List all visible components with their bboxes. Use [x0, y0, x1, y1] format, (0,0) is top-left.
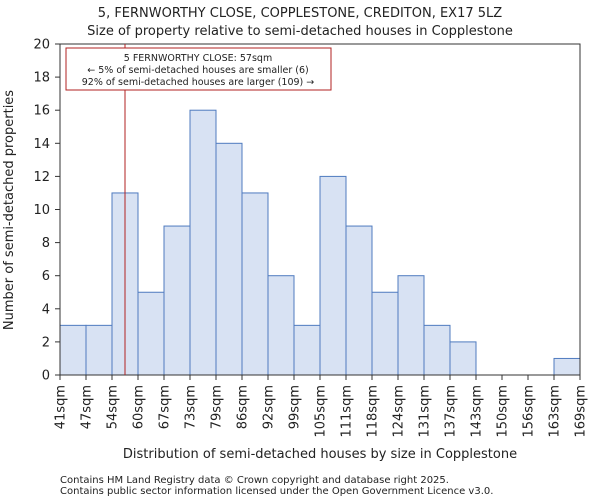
x-tick-label: 47sqm: [80, 385, 95, 429]
y-tick-label: 0: [42, 369, 50, 384]
y-axis-label: Number of semi-detached properties: [2, 90, 17, 330]
footer-line-2: Contains public sector information licen…: [60, 486, 493, 497]
bars: [59, 109, 581, 376]
y-tick-label: 16: [33, 104, 50, 119]
x-tick-label: 118sqm: [366, 385, 381, 438]
annotation-line-1: 5 FERNWORTHY CLOSE: 57sqm: [124, 53, 272, 64]
x-tick-label: 41sqm: [54, 385, 69, 429]
annotation-line-2: ← 5% of semi-detached houses are smaller…: [87, 65, 308, 76]
x-tick-label: 60sqm: [132, 385, 147, 429]
x-tick-label: 79sqm: [210, 385, 225, 429]
x-tick-label: 54sqm: [106, 385, 121, 429]
histogram-bar: [449, 341, 477, 376]
x-tick-label: 156sqm: [522, 385, 537, 438]
x-tick-label: 105sqm: [314, 385, 329, 438]
x-tick-label: 150sqm: [496, 385, 511, 438]
histogram-bar: [293, 324, 321, 376]
x-axis-label: Distribution of semi-detached houses by …: [123, 447, 517, 462]
y-tick-label: 2: [42, 335, 50, 350]
x-tick-label: 99sqm: [288, 385, 303, 429]
histogram-bar: [267, 275, 295, 376]
histogram-bar: [241, 192, 269, 376]
y-tick-label: 12: [33, 170, 50, 185]
x-tick-label: 131sqm: [418, 385, 433, 438]
x-tick-label: 67sqm: [158, 385, 173, 429]
plot-frame: [59, 43, 581, 376]
histogram-bar: [371, 291, 399, 376]
x-tick-label: 169sqm: [574, 385, 589, 438]
y-tick-label: 18: [33, 71, 50, 86]
chart-subtitle: Size of property relative to semi-detach…: [87, 24, 513, 39]
x-tick-label: 143sqm: [470, 385, 485, 438]
histogram-bar: [215, 142, 243, 376]
annotation-box: 5 FERNWORTHY CLOSE: 57sqm ← 5% of semi-d…: [65, 47, 332, 91]
y-tick-label: 10: [33, 203, 50, 218]
x-tick-label: 163sqm: [548, 385, 563, 438]
chart-title: 5, FERNWORTHY CLOSE, COPPLESTONE, CREDIT…: [98, 6, 502, 21]
x-tick-label: 111sqm: [340, 385, 355, 438]
histogram-bar: [137, 291, 165, 376]
x-tick-label: 86sqm: [236, 385, 251, 429]
histogram-bar: [345, 225, 373, 376]
y-axis-ticks: 0 2 4 6 8 10 12 14 16 18 20: [33, 38, 60, 384]
x-axis-ticks: 41sqm 47sqm 54sqm 60sqm 67sqm 73sqm 79sqm 86sqm…: [54, 375, 589, 438]
footer-line-1: Contains HM Land Registry data © Crown c…: [60, 475, 449, 486]
y-tick-label: 8: [42, 236, 50, 251]
histogram-bar: [319, 175, 347, 376]
y-tick-label: 4: [42, 302, 50, 317]
histogram-bar: [189, 109, 217, 376]
x-tick-label: 92sqm: [262, 385, 277, 429]
x-tick-label: 137sqm: [444, 385, 459, 438]
x-tick-label: 73sqm: [184, 385, 199, 429]
y-tick-label: 20: [33, 38, 50, 53]
histogram-bar: [423, 324, 451, 376]
histogram-bar: [59, 324, 87, 376]
histogram-bar: [397, 275, 425, 376]
histogram-bar: [553, 357, 581, 376]
annotation-line-3: 92% of semi-detached houses are larger (…: [82, 77, 315, 88]
x-tick-label: 124sqm: [392, 385, 407, 438]
y-tick-label: 14: [33, 137, 50, 152]
histogram-bar: [85, 324, 113, 376]
y-tick-label: 6: [42, 269, 50, 284]
histogram-bar: [163, 225, 191, 376]
